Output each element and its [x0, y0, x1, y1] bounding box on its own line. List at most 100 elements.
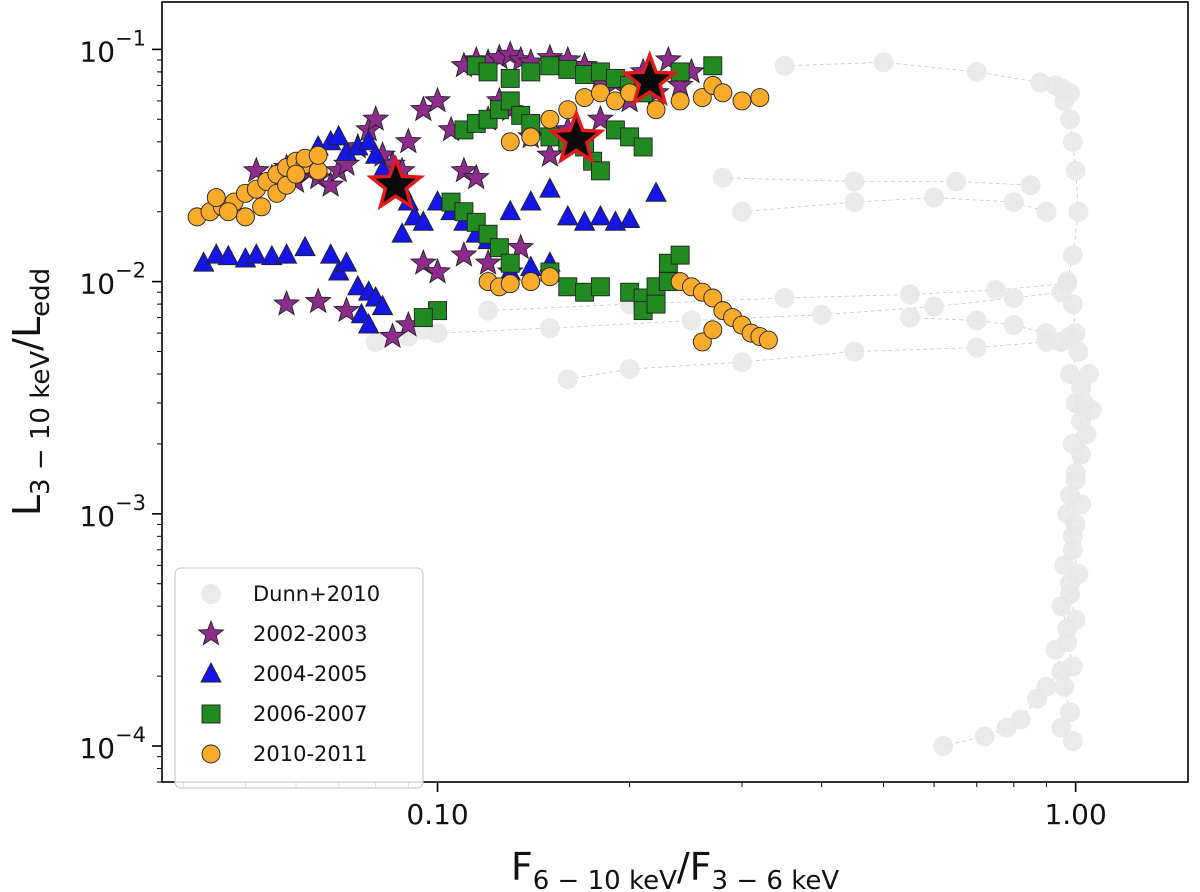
dunn-track-line: [488, 283, 1068, 311]
point-2010-2011: [286, 164, 306, 184]
dunn-point: [844, 192, 865, 213]
dunn-point: [1062, 731, 1083, 752]
point-2002-2003: [242, 156, 270, 183]
dunn-point: [996, 717, 1017, 738]
dunn-point: [1065, 160, 1086, 181]
x-tick-label: 1.00: [1044, 798, 1106, 831]
dunn-point: [1057, 632, 1078, 653]
point-2004-2005: [412, 210, 435, 231]
dunn-point: [774, 55, 795, 76]
point-2006-2007: [500, 253, 520, 273]
point-2010-2011: [308, 145, 328, 165]
dunn-point: [1062, 294, 1083, 315]
point-2010-2011: [692, 332, 712, 352]
dunn-point: [933, 736, 954, 757]
dunn-point: [731, 201, 752, 222]
point-2010-2011: [206, 188, 226, 208]
point-2010-2011: [500, 274, 520, 294]
dunn-point: [1081, 399, 1102, 420]
point-2004-2005: [557, 204, 579, 226]
dunn-point: [1036, 323, 1057, 344]
dunn-point: [844, 171, 865, 192]
dunn-point: [974, 726, 995, 747]
point-2010-2011: [703, 288, 723, 308]
point-2002-2003: [423, 86, 452, 113]
point-2002-2003: [409, 248, 437, 275]
legend: Dunn+2010 2002-2003 2004-2005 2006-2007 2010…: [174, 567, 424, 789]
dunn-point: [966, 310, 987, 331]
point-2004-2005: [645, 181, 667, 202]
y-tick-label: 10−3: [79, 491, 146, 533]
point-2004-2005: [520, 190, 542, 211]
dunn-point: [539, 318, 560, 339]
dunn-track-line: [784, 61, 1071, 94]
legend-label-2004-2005: 2004-2005: [253, 662, 367, 686]
point-2002-2003: [378, 322, 407, 349]
dunn-point: [1071, 444, 1092, 465]
point-2002-2003: [272, 289, 301, 316]
point-2002-2003: [332, 296, 361, 323]
point-2010-2011: [521, 272, 541, 292]
point-2004-2005: [319, 243, 342, 264]
dunn-point: [1030, 72, 1051, 93]
dunn-point: [811, 304, 832, 325]
dunn-point: [1054, 90, 1075, 111]
point-2004-2005: [347, 274, 369, 296]
dunn-point: [1057, 271, 1078, 292]
point-2006-2007: [670, 245, 690, 265]
point-2004-2005: [245, 243, 268, 264]
dunn-point: [1065, 514, 1086, 535]
point-2004-2005: [275, 243, 298, 264]
point-2010-2011: [758, 330, 778, 350]
series-2010-2011: [187, 75, 778, 352]
point-2004-2005: [618, 207, 641, 229]
y-tick-label: 10−2: [79, 259, 146, 301]
point-2006-2007: [521, 62, 541, 82]
dunn-point: [1060, 364, 1081, 385]
dunn-point: [844, 341, 865, 362]
dunn-point: [946, 171, 967, 192]
point-2010-2011: [521, 127, 541, 147]
legend-marker-dunn-2010: [201, 584, 221, 604]
dunn-point: [1060, 584, 1081, 605]
point-2004-2005: [294, 235, 316, 257]
point-2002-2003: [362, 105, 390, 131]
point-2004-2005: [589, 204, 612, 226]
plot-frame: [161, 1, 1189, 783]
point-2010-2011: [713, 83, 733, 103]
dunn-point: [712, 167, 733, 188]
point-highlighted: [366, 154, 426, 211]
dunn-point: [1065, 609, 1086, 630]
point-2002-2003: [450, 240, 478, 267]
point-2004-2005: [573, 210, 596, 231]
point-2010-2011: [605, 91, 625, 111]
point-2004-2005: [357, 129, 380, 151]
dunn-point: [1062, 245, 1083, 266]
series-2006-2007: [413, 56, 723, 328]
dunn-point: [557, 369, 578, 390]
legend-marker-2004-2005: [200, 662, 222, 683]
point-highlighted: [620, 50, 680, 107]
y-axis-title: L3 − 10 keV/Ledd: [5, 268, 56, 516]
point-2010-2011: [540, 267, 560, 287]
dunn-point: [1003, 287, 1024, 308]
point-2002-2003: [654, 45, 682, 72]
point-2006-2007: [590, 277, 610, 297]
point-2010-2011: [750, 88, 770, 108]
dunn-point: [1036, 201, 1057, 222]
point-2004-2005: [357, 313, 380, 334]
point-2006-2007: [575, 282, 595, 302]
plot-area: [187, 40, 1102, 757]
dunn-point: [899, 307, 920, 328]
point-2010-2011: [646, 100, 666, 120]
point-2004-2005: [217, 244, 240, 266]
point-2006-2007: [558, 59, 578, 79]
dunn-point: [365, 331, 386, 352]
point-2006-2007: [590, 161, 610, 181]
dunn-point: [1060, 702, 1081, 723]
point-2006-2007: [500, 91, 520, 111]
point-2002-2003: [450, 156, 478, 183]
dunn-point: [1071, 377, 1092, 398]
dunn-point: [1065, 469, 1086, 490]
